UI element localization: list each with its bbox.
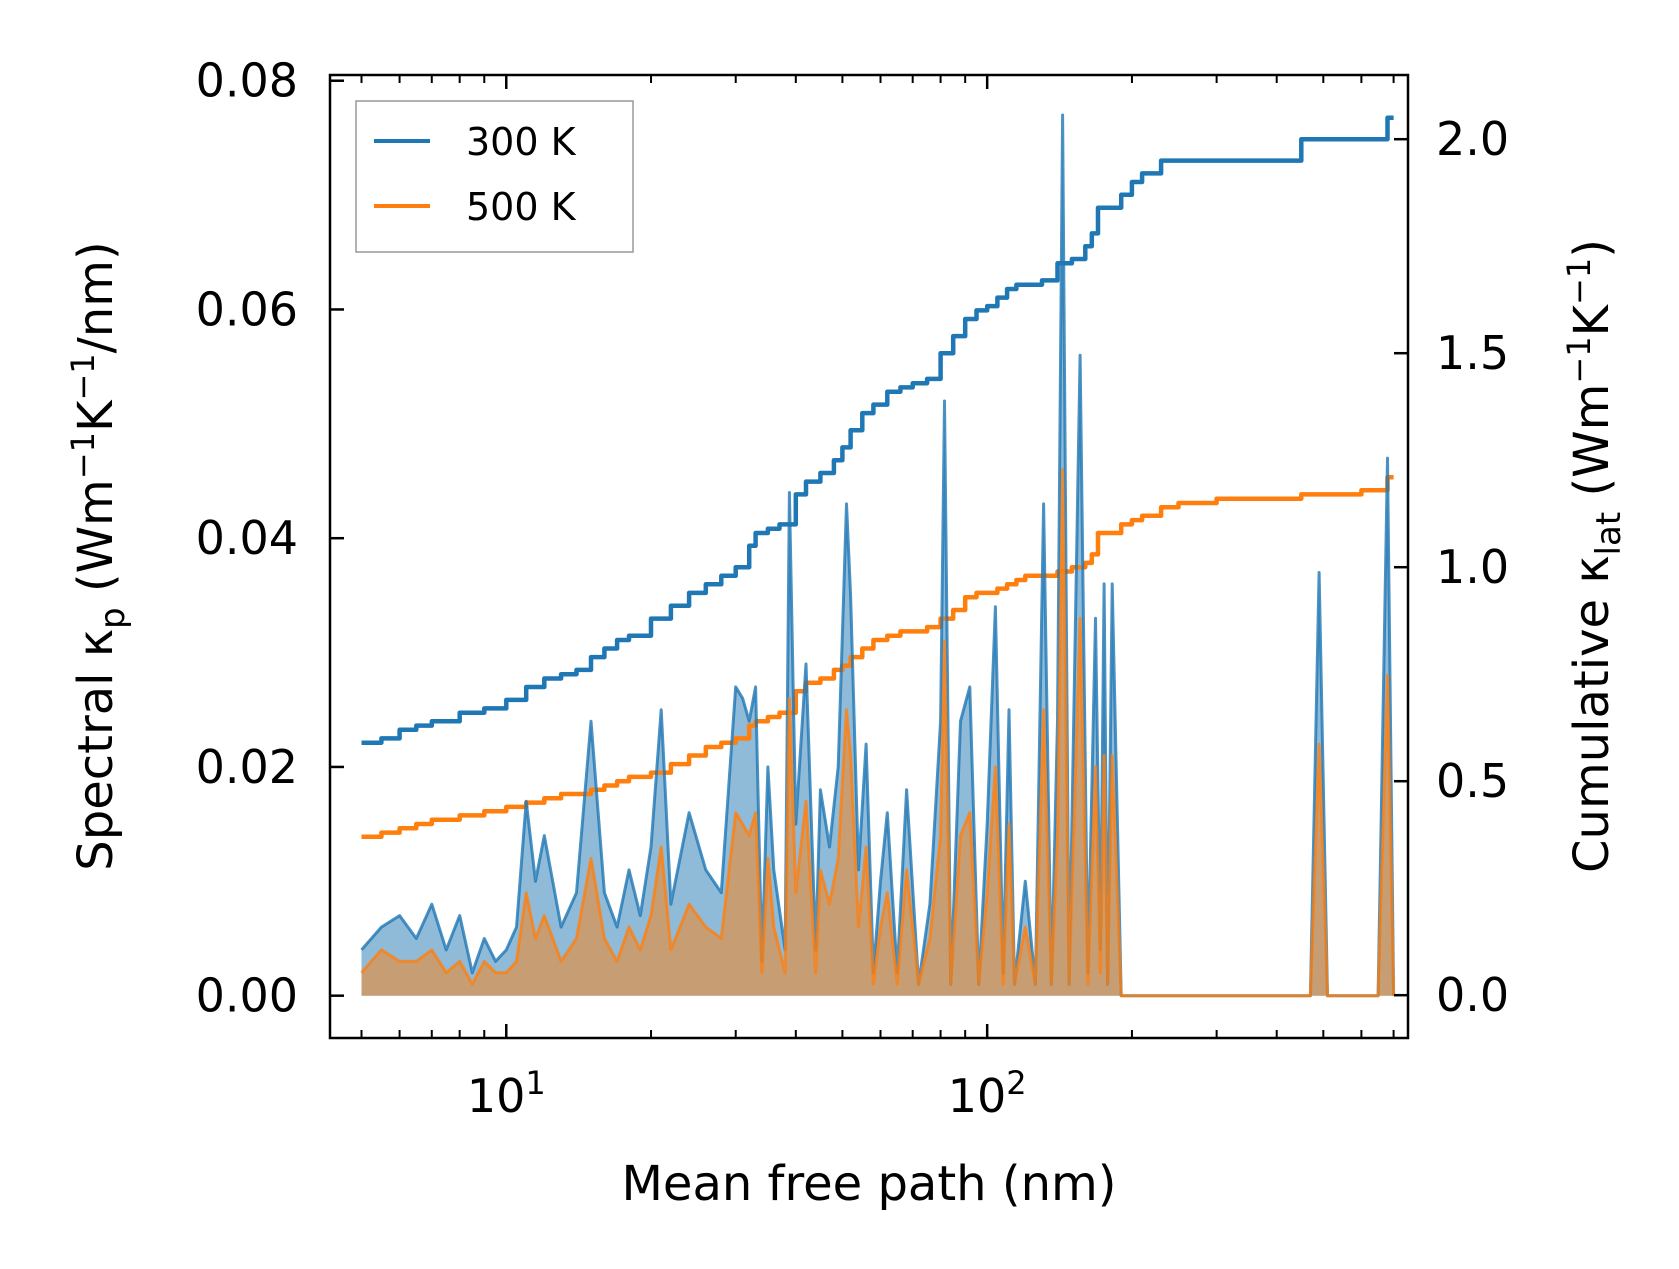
right-tick-label: 1.5	[1436, 326, 1509, 380]
legend-box	[355, 100, 634, 253]
x-axis-ticks	[360, 75, 1395, 1038]
left-tick-label: 0.06	[196, 282, 298, 336]
left-tick-label: 0.08	[196, 54, 298, 108]
spectral-lines	[360, 113, 1396, 998]
right-tick-label: 0.0	[1436, 968, 1509, 1022]
left-tick-label: 0.02	[196, 740, 298, 794]
left-axis-label: Spectral κp (Wm−1K−1/nm)	[64, 241, 133, 870]
x-axis-label: Mean free path (nm)	[622, 1156, 1117, 1212]
left-tick-label: 0.04	[196, 511, 298, 565]
cumulative-line-500k	[361, 475, 1394, 840]
left-tick-label: 0.00	[196, 969, 298, 1023]
right-axis-ticks: 0.0 0.5 1.0 1.5 2.0	[1394, 112, 1509, 1022]
x-tick-label: 101	[467, 1064, 546, 1123]
legend-label-300k: 300 K	[466, 120, 577, 164]
spectral-line-500k	[360, 468, 1396, 998]
x-tick-label: 102	[948, 1064, 1027, 1123]
plot-frame	[328, 73, 1410, 1040]
right-tick-label: 1.0	[1436, 540, 1509, 594]
right-axis-label: Cumulative κlat (Wm−1K−1)	[1560, 239, 1629, 873]
legend-label-500k: 500 K	[466, 185, 577, 229]
left-axis-ticks: 0.00 0.02 0.04 0.06 0.08	[196, 54, 344, 1023]
right-tick-label: 0.5	[1436, 754, 1509, 808]
x-axis-tick-labels: 101 102	[467, 1064, 1027, 1123]
cumulative-line-300k	[361, 115, 1394, 745]
legend: 300 K 500 K	[355, 100, 634, 253]
right-tick-label: 2.0	[1436, 112, 1509, 166]
cumulative-lines	[361, 115, 1394, 840]
